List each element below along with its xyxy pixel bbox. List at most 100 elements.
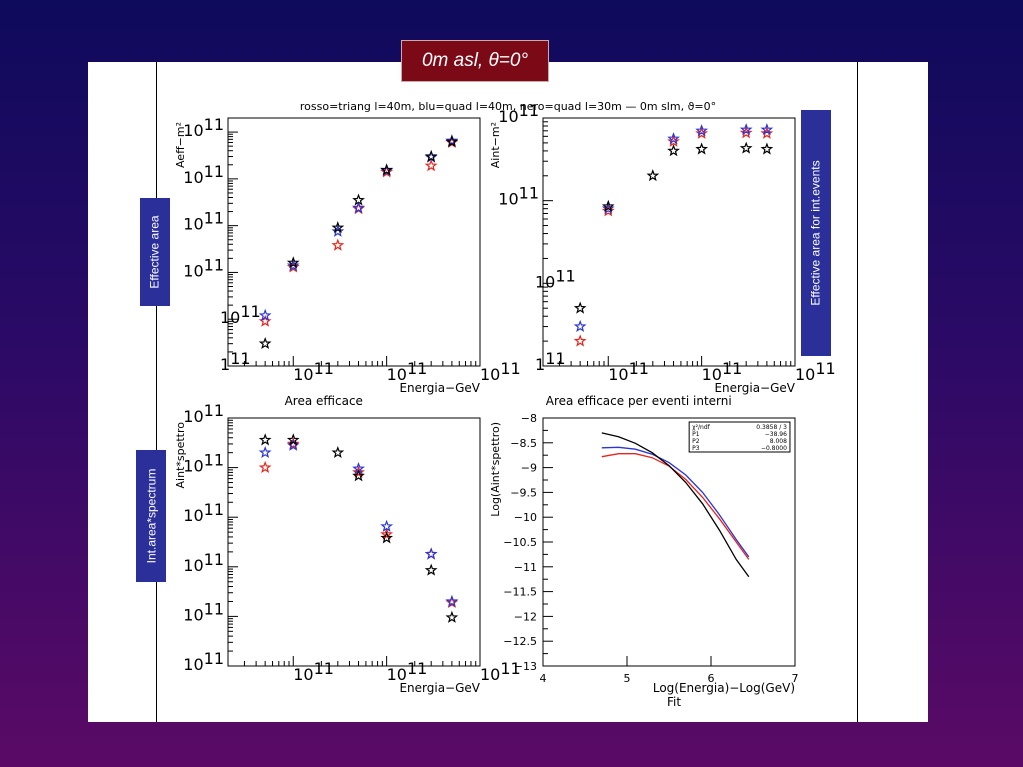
fit-curve-blue xyxy=(601,446,750,558)
plot-frame-2 xyxy=(542,117,796,367)
data-point-blue xyxy=(695,124,709,137)
undefined: 1011 xyxy=(387,359,428,384)
data-point-black xyxy=(573,301,587,314)
data-point-red xyxy=(286,437,300,450)
panel-title: Area efficace per eventi interni xyxy=(546,394,732,408)
panel-title: Area efficace xyxy=(285,394,363,408)
undefined: 1011 xyxy=(480,359,521,384)
data-point-black xyxy=(445,135,459,148)
data-point-red xyxy=(380,527,394,540)
plot-frame-3 xyxy=(227,417,481,667)
data-point-black xyxy=(352,193,365,206)
data-point-red xyxy=(760,126,774,139)
y-tick-label: −10.5 xyxy=(503,536,537,549)
data-point-blue xyxy=(667,132,680,145)
stats-label: P1 xyxy=(692,431,700,438)
data-point-red xyxy=(667,134,680,147)
data-point-black xyxy=(667,144,680,157)
null: 111 xyxy=(220,349,251,374)
data-point-blue xyxy=(445,594,459,607)
data-point-black xyxy=(424,563,438,576)
y-tick-label: −10 xyxy=(514,511,537,524)
x-tick-label: 6 xyxy=(708,672,715,685)
data-point-blue xyxy=(760,123,774,136)
data-point-red xyxy=(601,204,615,217)
effective-area-label-text: Effective area xyxy=(148,215,162,289)
stats-box xyxy=(688,421,791,453)
null: 1011 xyxy=(183,451,224,476)
data-point-black xyxy=(352,469,365,482)
plot-frame-1 xyxy=(227,117,481,367)
data-point-blue xyxy=(601,202,615,215)
y-tick-label: −11 xyxy=(514,561,537,574)
data-point-black xyxy=(380,163,394,176)
data-point-blue xyxy=(258,446,272,459)
x-axis-label: Energia−GeV xyxy=(399,681,480,695)
null: 1011 xyxy=(183,599,224,624)
data-point-black xyxy=(646,169,660,182)
data-point-blue xyxy=(380,519,394,532)
slide-title: 0m asl, θ=0° xyxy=(401,40,549,82)
y-tick-label: −13 xyxy=(514,660,537,673)
data-point-black xyxy=(258,337,272,350)
y-tick-label: −8.5 xyxy=(510,437,537,450)
y-tick-label: −9.5 xyxy=(510,486,537,499)
data-point-black xyxy=(331,445,345,459)
data-point-blue xyxy=(286,258,300,271)
x-axis-label: Energia−GeV xyxy=(714,381,795,395)
stats-value: −0.8000 xyxy=(761,445,787,452)
x-axis-label: Energia−GeV xyxy=(399,381,480,395)
undefined: 1011 xyxy=(387,659,428,684)
x-tick-label: 7 xyxy=(792,672,799,685)
effective-area-label: Effective area xyxy=(140,198,170,306)
data-point-black xyxy=(695,142,709,155)
null: 1011 xyxy=(498,184,539,209)
data-point-red xyxy=(331,238,345,251)
int-spectrum-label: Int.area*spectrum xyxy=(136,450,166,582)
stats-value: 8.008 xyxy=(770,438,787,445)
y-tick-label: −9 xyxy=(521,462,537,475)
stats-value: 0.3858 / 3 xyxy=(756,424,787,431)
null: 111 xyxy=(535,349,566,374)
fit-curve-black xyxy=(601,432,750,578)
data-point-blue xyxy=(331,224,345,237)
undefined: 1011 xyxy=(795,359,836,384)
y-axis-label: Log(Aint*spettro) xyxy=(489,422,502,517)
y-axis-label: Aint*spettro xyxy=(174,422,187,489)
data-point-black xyxy=(286,256,300,269)
stats-label: χ²/ndf xyxy=(692,424,711,431)
data-point-black xyxy=(258,433,272,446)
data-point-black xyxy=(331,221,345,234)
data-point-red xyxy=(258,460,272,473)
y-tick-label: −12.5 xyxy=(503,635,537,648)
y-axis-label: Aint−m² xyxy=(489,122,502,168)
y-tick-label: −8 xyxy=(521,412,537,425)
data-point-red xyxy=(695,126,709,139)
data-point-blue xyxy=(286,438,300,451)
data-point-red xyxy=(739,126,753,139)
data-point-blue xyxy=(445,134,459,147)
data-point-black xyxy=(601,199,615,212)
null: 1011 xyxy=(183,649,224,674)
stats-label: P3 xyxy=(692,445,700,452)
data-point-black xyxy=(739,141,753,154)
data-point-blue xyxy=(573,319,587,332)
stats-value: −38.96 xyxy=(765,431,787,438)
null: 1011 xyxy=(183,255,224,280)
int-spectrum-label-text: Int.area*spectrum xyxy=(144,468,158,564)
plot-canvas-frame xyxy=(156,62,858,722)
null: 1011 xyxy=(498,101,539,126)
y-tick-label: −11.5 xyxy=(503,586,537,599)
null: 1011 xyxy=(183,162,224,187)
undefined: 1011 xyxy=(293,659,334,684)
effective-area-int-label-text: Effective area for int.events xyxy=(809,160,824,306)
data-point-black xyxy=(286,433,300,446)
y-axis-label: Aeff−m² xyxy=(174,122,187,168)
y-tick-label: −12 xyxy=(514,610,537,623)
data-point-red xyxy=(352,465,365,478)
data-point-black xyxy=(424,149,438,163)
data-point-blue xyxy=(739,123,753,136)
null: 1011 xyxy=(183,115,224,140)
null: 1011 xyxy=(183,500,224,525)
